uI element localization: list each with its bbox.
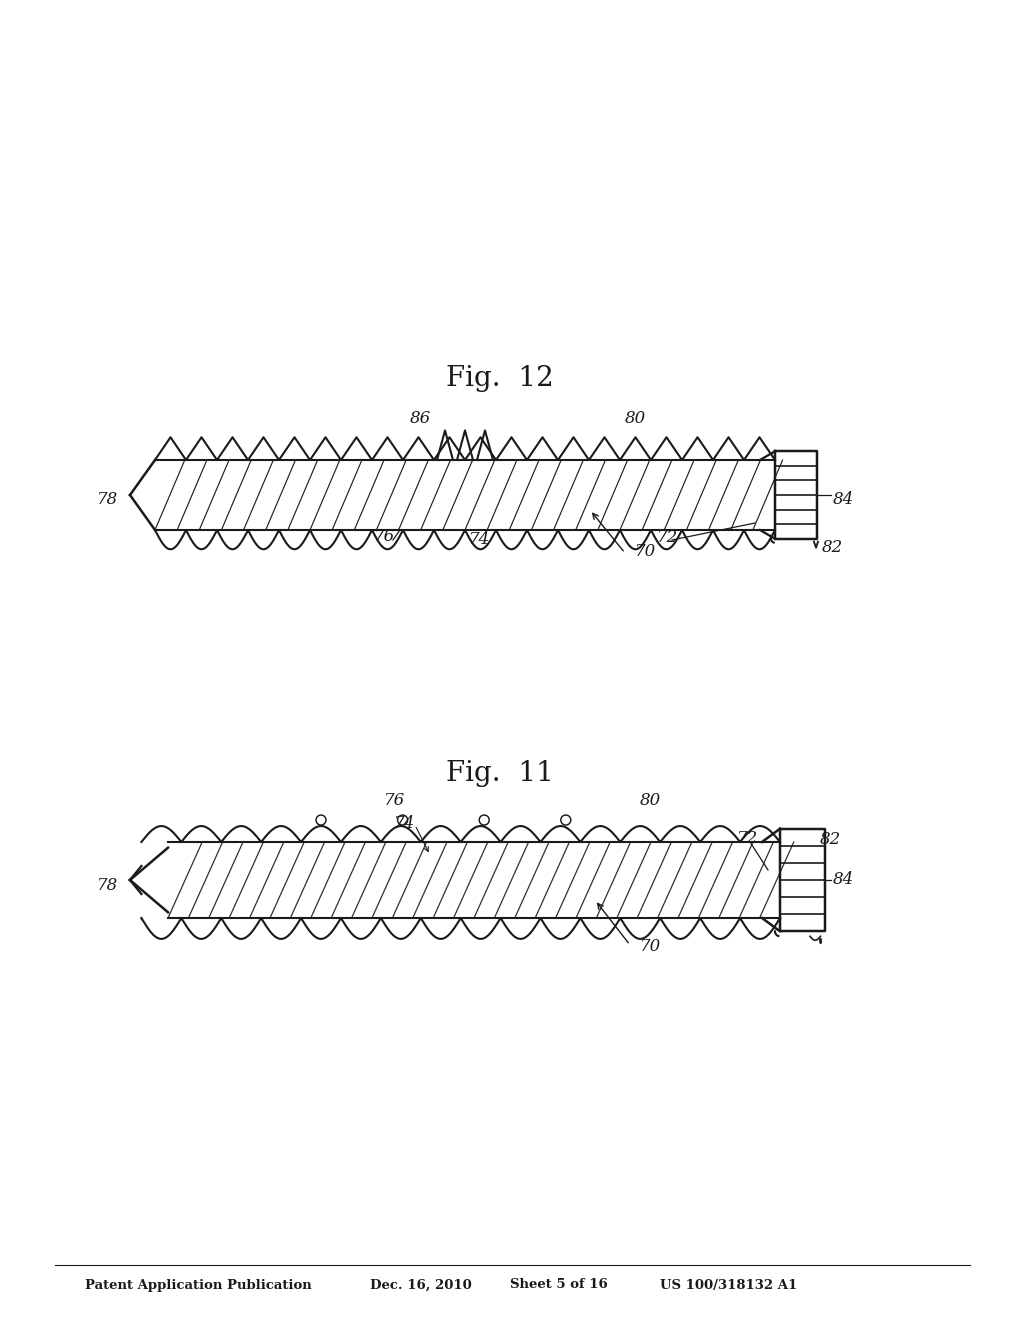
Text: Fig.  12: Fig. 12 — [446, 366, 554, 392]
Text: Sheet 5 of 16: Sheet 5 of 16 — [510, 1279, 608, 1291]
Text: 78: 78 — [96, 876, 118, 894]
Text: 80: 80 — [639, 792, 660, 809]
Text: 74: 74 — [469, 531, 490, 548]
Text: 70: 70 — [635, 543, 656, 560]
Text: 78: 78 — [96, 491, 118, 508]
Text: 84: 84 — [833, 491, 854, 508]
Text: Fig.  11: Fig. 11 — [446, 760, 554, 787]
Text: 76: 76 — [375, 528, 395, 545]
Text: Dec. 16, 2010: Dec. 16, 2010 — [370, 1279, 472, 1291]
Text: Patent Application Publication: Patent Application Publication — [85, 1279, 311, 1291]
Text: 74: 74 — [394, 814, 416, 832]
Text: 72: 72 — [737, 830, 759, 847]
Text: 76: 76 — [384, 792, 406, 809]
Text: 80: 80 — [625, 411, 645, 426]
Text: 86: 86 — [410, 411, 431, 426]
Text: US 100/318132 A1: US 100/318132 A1 — [660, 1279, 798, 1291]
Text: 82: 82 — [822, 540, 843, 557]
Text: 84: 84 — [833, 871, 854, 888]
Text: 82: 82 — [820, 832, 842, 849]
Text: 72: 72 — [657, 529, 679, 546]
Text: 70: 70 — [640, 939, 662, 954]
